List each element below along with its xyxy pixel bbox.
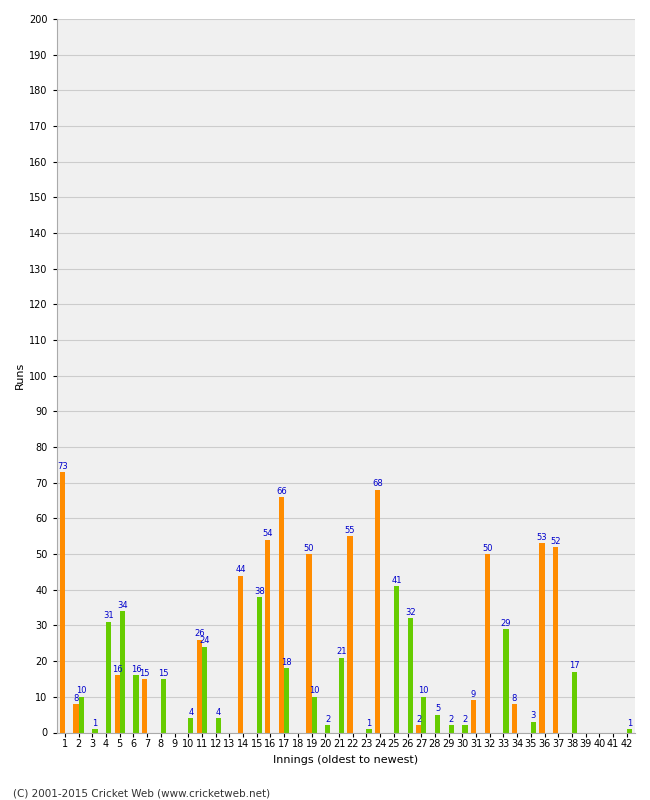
Text: 16: 16 (112, 665, 122, 674)
Bar (202, 647, 207, 733)
Bar (416, 726, 421, 733)
Text: 5: 5 (435, 704, 440, 714)
Text: 8: 8 (73, 694, 79, 702)
Bar (339, 658, 344, 733)
Bar (408, 618, 413, 733)
Text: 2: 2 (325, 715, 330, 724)
Text: 4: 4 (216, 708, 221, 717)
Bar (284, 668, 289, 733)
Text: 55: 55 (345, 526, 356, 535)
Text: 4: 4 (188, 708, 194, 717)
Bar (512, 704, 517, 733)
Text: 29: 29 (500, 618, 512, 628)
Text: 1: 1 (367, 718, 372, 727)
Text: 31: 31 (103, 611, 114, 621)
Text: 38: 38 (254, 586, 265, 595)
Bar (73, 704, 79, 733)
Text: 41: 41 (391, 576, 402, 585)
Bar (79, 697, 84, 733)
Text: 1: 1 (92, 718, 98, 727)
Bar (348, 536, 353, 733)
Text: 9: 9 (471, 690, 476, 699)
Text: 50: 50 (482, 544, 493, 553)
Text: 50: 50 (304, 544, 314, 553)
Text: 24: 24 (200, 637, 210, 646)
Text: 53: 53 (537, 533, 547, 542)
Text: 44: 44 (235, 565, 246, 574)
Bar (531, 722, 536, 733)
Text: 54: 54 (263, 530, 273, 538)
Bar (311, 697, 317, 733)
Bar (627, 729, 632, 733)
Bar (540, 543, 545, 733)
Text: 32: 32 (405, 608, 415, 617)
Bar (60, 472, 65, 733)
Bar (120, 611, 125, 733)
Bar (367, 729, 372, 733)
Text: 3: 3 (531, 711, 536, 720)
Bar (265, 540, 270, 733)
Text: 34: 34 (117, 601, 127, 610)
Text: (C) 2001-2015 Cricket Web (www.cricketweb.net): (C) 2001-2015 Cricket Web (www.cricketwe… (13, 788, 270, 798)
Text: 1: 1 (627, 718, 632, 727)
Text: 73: 73 (57, 462, 68, 470)
Bar (306, 554, 311, 733)
Text: 16: 16 (131, 665, 141, 674)
Text: 2: 2 (416, 715, 421, 724)
Text: 2: 2 (462, 715, 467, 724)
Text: 66: 66 (276, 486, 287, 496)
Bar (238, 575, 243, 733)
Bar (375, 490, 380, 733)
Text: 68: 68 (372, 479, 383, 489)
Bar (471, 700, 476, 733)
Bar (462, 726, 467, 733)
Bar (257, 597, 262, 733)
Text: 21: 21 (336, 647, 347, 656)
Text: 2: 2 (448, 715, 454, 724)
Text: 26: 26 (194, 630, 205, 638)
Text: 15: 15 (139, 669, 150, 678)
Bar (114, 675, 120, 733)
Bar (279, 497, 284, 733)
Text: 15: 15 (158, 669, 169, 678)
Bar (448, 726, 454, 733)
Text: 17: 17 (569, 662, 580, 670)
Bar (197, 640, 202, 733)
Bar (216, 718, 221, 733)
Text: 18: 18 (281, 658, 292, 667)
Text: 10: 10 (309, 686, 319, 695)
Bar (92, 729, 98, 733)
Bar (133, 675, 138, 733)
Bar (435, 714, 440, 733)
Bar (188, 718, 194, 733)
Bar (142, 679, 147, 733)
Bar (325, 726, 330, 733)
Y-axis label: Runs: Runs (15, 362, 25, 390)
Bar (504, 629, 509, 733)
Bar (484, 554, 489, 733)
Text: 10: 10 (419, 686, 429, 695)
Bar (572, 672, 577, 733)
Bar (421, 697, 426, 733)
Text: 52: 52 (551, 537, 561, 546)
X-axis label: Innings (oldest to newest): Innings (oldest to newest) (273, 755, 419, 765)
Text: 10: 10 (76, 686, 86, 695)
Bar (106, 622, 111, 733)
Bar (553, 547, 558, 733)
Bar (394, 586, 399, 733)
Text: 8: 8 (512, 694, 517, 702)
Bar (161, 679, 166, 733)
